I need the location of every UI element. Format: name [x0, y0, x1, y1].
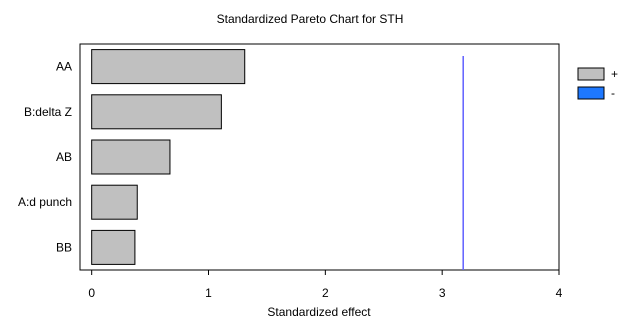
- legend: +-: [577, 67, 618, 100]
- legend-label: +: [611, 67, 618, 81]
- bar-ab: [91, 139, 171, 175]
- x-tick-label: 2: [322, 286, 329, 300]
- category-label: BB: [56, 240, 72, 254]
- category-label: AA: [56, 60, 72, 74]
- legend-swatch: [577, 86, 605, 100]
- bar-bb: [91, 229, 136, 265]
- x-tick-label: 0: [88, 286, 95, 300]
- bar-b-delta-z: [91, 94, 222, 130]
- legend-swatch: [577, 67, 605, 81]
- plot-frame: [79, 43, 560, 271]
- x-tick-label: 4: [556, 286, 563, 300]
- bar-aa: [91, 49, 246, 85]
- bar-group: [91, 49, 246, 265]
- x-tick-label: 1: [205, 286, 212, 300]
- category-label: B:delta Z: [24, 105, 72, 119]
- legend-label: -: [611, 86, 615, 100]
- x-tick-label: 3: [439, 286, 446, 300]
- category-label: AB: [56, 150, 72, 164]
- category-label: A:d punch: [18, 195, 72, 209]
- bar-a-d-punch: [91, 184, 138, 220]
- x-axis-label: Standardized effect: [267, 305, 371, 319]
- x-axis-ticks: 0 1 2 3 4: [88, 270, 563, 300]
- chart-title: Standardized Pareto Chart for STH: [217, 12, 404, 26]
- category-labels: AA B:delta Z AB A:d punch BB: [18, 60, 72, 255]
